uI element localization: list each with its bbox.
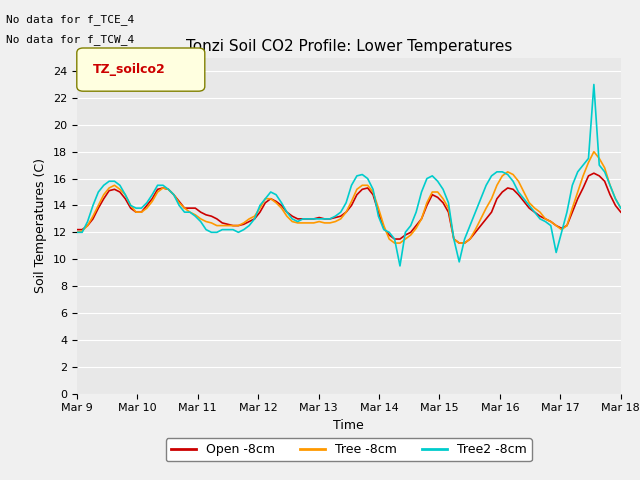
X-axis label: Time: Time (333, 419, 364, 432)
Text: TZ_soilco2: TZ_soilco2 (93, 63, 166, 76)
Text: No data for f_TCW_4: No data for f_TCW_4 (6, 34, 134, 45)
Text: No data for f_TCE_4: No data for f_TCE_4 (6, 14, 134, 25)
Legend: Open -8cm, Tree -8cm, Tree2 -8cm: Open -8cm, Tree -8cm, Tree2 -8cm (166, 438, 532, 461)
Title: Tonzi Soil CO2 Profile: Lower Temperatures: Tonzi Soil CO2 Profile: Lower Temperatur… (186, 39, 512, 54)
Y-axis label: Soil Temperatures (C): Soil Temperatures (C) (35, 158, 47, 293)
